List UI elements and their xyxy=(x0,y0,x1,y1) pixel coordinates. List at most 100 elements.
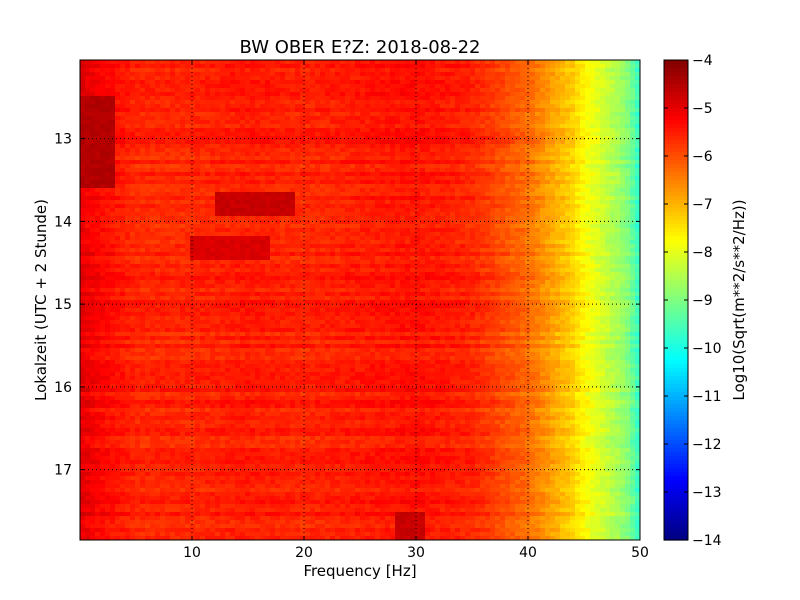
heatmap-cell xyxy=(355,136,361,141)
heatmap-cell xyxy=(615,224,621,229)
heatmap-cell xyxy=(190,148,196,153)
heatmap-cell xyxy=(305,236,311,241)
heatmap-cell xyxy=(325,228,331,233)
heatmap-cell xyxy=(310,112,316,117)
heatmap-cell xyxy=(475,60,481,65)
heatmap-cell xyxy=(225,156,231,161)
heatmap-cell xyxy=(590,156,596,161)
heatmap-cell xyxy=(140,164,146,169)
heatmap-cell xyxy=(440,60,446,65)
heatmap-cell xyxy=(365,128,371,133)
heatmap-cell xyxy=(380,176,386,181)
heatmap-cell xyxy=(485,144,491,149)
heatmap-cell xyxy=(230,92,236,97)
heatmap-cell xyxy=(125,192,131,197)
heatmap-cell xyxy=(565,152,571,157)
heatmap-cell xyxy=(570,196,576,201)
heatmap-cell xyxy=(430,144,436,149)
heatmap-cell xyxy=(560,128,566,133)
heatmap-cell xyxy=(550,232,556,237)
heatmap-cell xyxy=(180,120,186,125)
heatmap-cell xyxy=(395,180,401,185)
heatmap-cell xyxy=(495,64,501,69)
heatmap-cell xyxy=(300,220,306,225)
heatmap-cell xyxy=(125,140,131,145)
heatmap-cell xyxy=(305,232,311,237)
heatmap-cell xyxy=(400,204,406,209)
heatmap-cell xyxy=(185,172,191,177)
heatmap-cell xyxy=(480,116,486,121)
heatmap-cell xyxy=(85,80,91,85)
heatmap-cell xyxy=(565,104,571,109)
heatmap-cell xyxy=(130,140,136,145)
heatmap-cell xyxy=(155,172,161,177)
heatmap-cell xyxy=(145,232,151,237)
heatmap-cell xyxy=(515,72,521,77)
heatmap-cell xyxy=(380,168,386,173)
heatmap-cell xyxy=(290,132,296,137)
heatmap-cell xyxy=(170,236,176,241)
heatmap-cell xyxy=(215,140,221,145)
heatmap-cell xyxy=(100,200,106,205)
heatmap-cell xyxy=(170,164,176,169)
heatmap-cell xyxy=(300,160,306,165)
heatmap-cell xyxy=(610,216,616,221)
heatmap-cell xyxy=(570,148,576,153)
heatmap-cell xyxy=(505,204,511,209)
heatmap-cell xyxy=(95,160,101,165)
heatmap-cell xyxy=(620,72,626,77)
heatmap-cell xyxy=(525,88,531,93)
heatmap-cell xyxy=(255,156,261,161)
heatmap-cell xyxy=(500,196,506,201)
heatmap-cell xyxy=(265,80,271,85)
heatmap-cell xyxy=(445,124,451,129)
heatmap-cell xyxy=(590,228,596,233)
heatmap-cell xyxy=(495,88,501,93)
heatmap-cell xyxy=(150,176,156,181)
heatmap-cell xyxy=(265,128,271,133)
heatmap-cell xyxy=(500,140,506,145)
heatmap-cell xyxy=(500,124,506,129)
heatmap-cell xyxy=(405,108,411,113)
heatmap-cell xyxy=(105,208,111,213)
heatmap-cell xyxy=(485,92,491,97)
heatmap-cell xyxy=(145,160,151,165)
heatmap-cell xyxy=(560,224,566,229)
heatmap-cell xyxy=(460,188,466,193)
heatmap-cell xyxy=(335,156,341,161)
heatmap-cell xyxy=(230,200,236,205)
heatmap-cell xyxy=(385,176,391,181)
heatmap-cell xyxy=(550,180,556,185)
heatmap-cell xyxy=(255,188,261,193)
heatmap-cell xyxy=(540,116,546,121)
heatmap-cell xyxy=(510,84,516,89)
heatmap-cell xyxy=(290,184,296,189)
heatmap-cell xyxy=(420,120,426,125)
heatmap-cell xyxy=(230,192,236,197)
heatmap-cell xyxy=(585,120,591,125)
heatmap-cell xyxy=(235,172,241,177)
heatmap-cell xyxy=(395,72,401,77)
heatmap-cell xyxy=(350,212,356,217)
heatmap-cell xyxy=(130,172,136,177)
heatmap-cell xyxy=(435,112,441,117)
heatmap-cell xyxy=(380,216,386,221)
heatmap-cell xyxy=(485,96,491,101)
heatmap-cell xyxy=(580,76,586,81)
heatmap-cell xyxy=(505,144,511,149)
heatmap-cell xyxy=(435,196,441,201)
heatmap-cell xyxy=(380,184,386,189)
heatmap-cell xyxy=(270,72,276,77)
heatmap-cell xyxy=(405,100,411,105)
heatmap-cell xyxy=(160,76,166,81)
heatmap-cell xyxy=(565,60,571,65)
heatmap-cell xyxy=(140,72,146,77)
heatmap-cell xyxy=(600,176,606,181)
heatmap-cell xyxy=(125,124,131,129)
heatmap-cell xyxy=(245,188,251,193)
heatmap-cell xyxy=(165,160,171,165)
heatmap-cell xyxy=(100,108,106,113)
heatmap-cell xyxy=(335,108,341,113)
heatmap-cell xyxy=(345,104,351,109)
heatmap-cell xyxy=(360,224,366,229)
